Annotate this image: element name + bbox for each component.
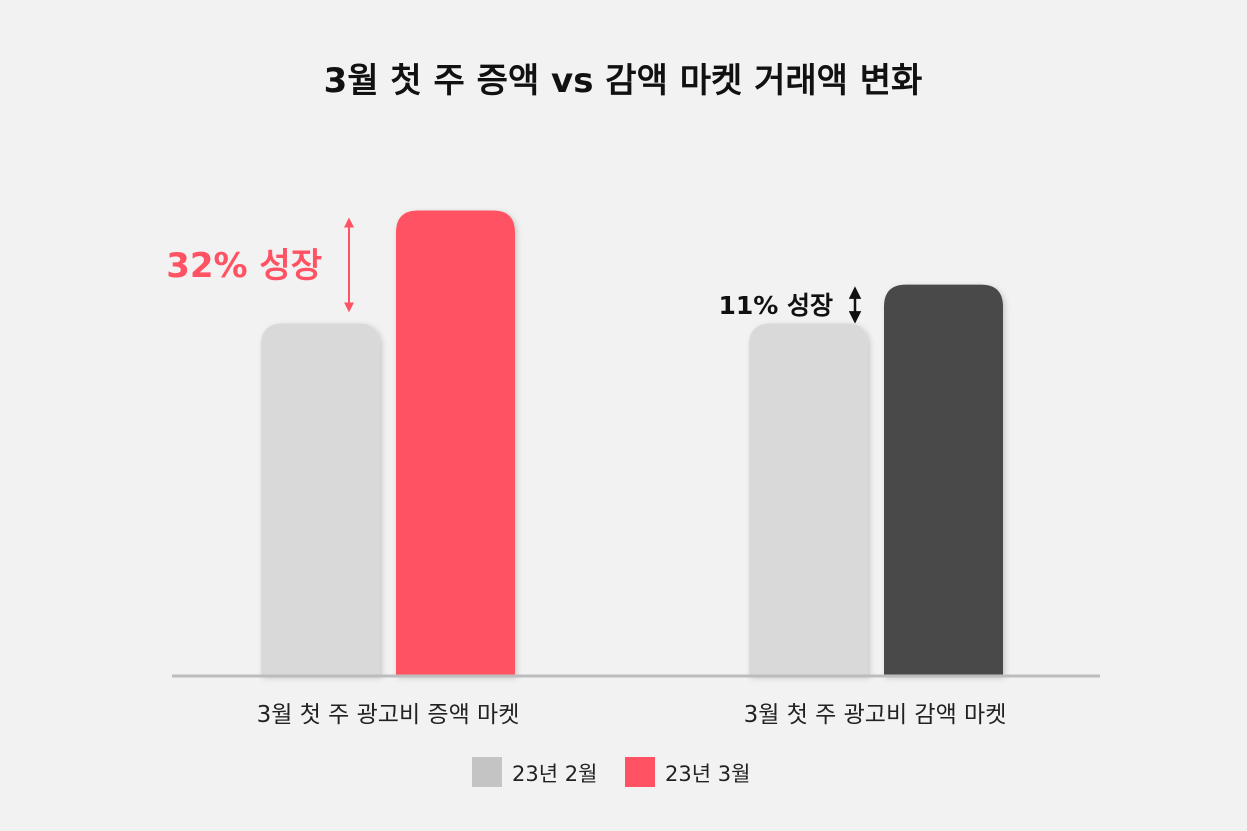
bar-cat1-series0	[749, 323, 868, 676]
category-label-increase: 3월 첫 주 광고비 증액 마켓	[257, 702, 520, 728]
bars-layer	[261, 210, 1003, 677]
growth-label-1: 11% 성장	[718, 291, 833, 320]
bar-cat0-series1	[396, 210, 515, 677]
legend-swatch-mar	[625, 757, 655, 787]
legend-label-mar: 23년 3월	[665, 762, 750, 786]
bar-cat1-series1	[884, 284, 1003, 676]
bar-cat0-series0	[261, 323, 380, 676]
annotations-layer: 32% 성장 11% 성장	[166, 217, 862, 324]
growth-label-0: 32% 성장	[166, 246, 322, 286]
legend-label-feb: 23년 2월	[512, 762, 597, 786]
legend-swatch-feb	[472, 757, 502, 787]
chart-title: 3월 첫 주 증액 vs 감액 마켓 거래액 변화	[324, 61, 923, 101]
legend: 23년 2월 23년 3월	[472, 757, 750, 787]
category-label-decrease: 3월 첫 주 광고비 감액 마켓	[744, 702, 1007, 728]
